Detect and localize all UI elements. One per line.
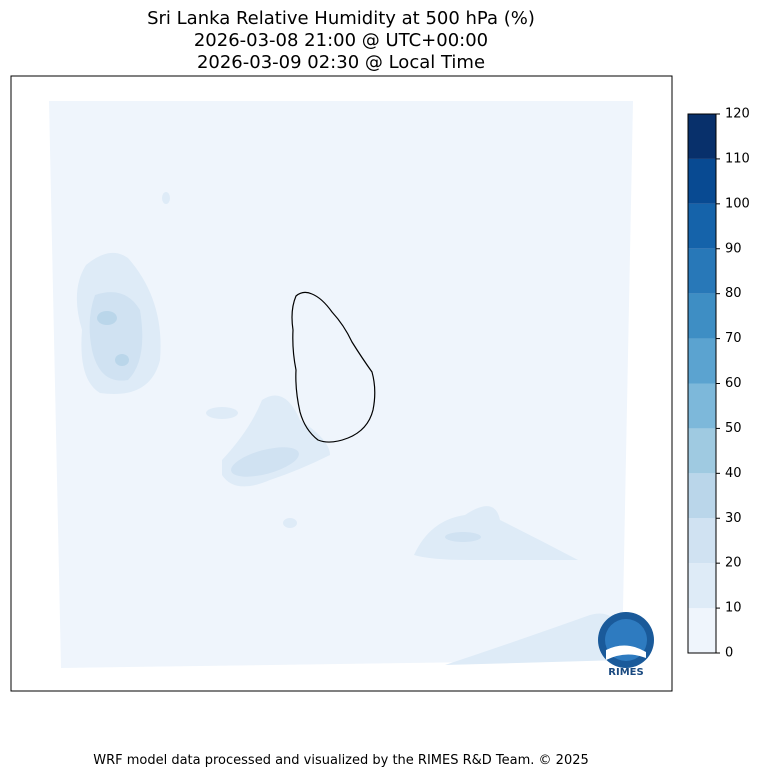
colorbar-tick-label: 20 (725, 556, 742, 571)
logo-text: RIMES (608, 667, 643, 678)
colorbar-tick-label: 10 (725, 601, 742, 616)
colorbar-band (688, 158, 716, 204)
sri-lanka-coastline (291, 291, 376, 443)
colorbar-tick-label: 80 (725, 286, 742, 301)
colorbar-band (688, 338, 716, 384)
colorbar-tick-label: 40 (725, 466, 742, 481)
colorbar: 0 10 20 30 40 50 60 70 80 90 100 110 120 (687, 107, 750, 661)
colorbar-band (688, 428, 716, 474)
colorbar-band (688, 518, 716, 564)
colorbar-tick-label: 50 (725, 421, 742, 436)
colorbar-band (688, 248, 716, 294)
colorbar-band (688, 114, 716, 159)
title-line: 2026-03-09 02:30 @ Local Time (197, 52, 485, 73)
colorbar-tick-label: 60 (725, 376, 742, 391)
colorbar-band (688, 608, 716, 653)
humidity-contours (76, 192, 623, 665)
title-line: 2026-03-08 21:00 @ UTC+00:00 (194, 30, 488, 51)
colorbar-band (688, 293, 716, 339)
colorbar-tick-label: 120 (725, 107, 750, 122)
colorbar-tick-label: 110 (725, 151, 750, 166)
logo-wave (606, 645, 646, 660)
logo: RIMES (598, 612, 654, 678)
colorbar-tick-label: 70 (725, 331, 742, 346)
colorbar-tick-label: 90 (725, 241, 742, 256)
colorbar-band (688, 203, 716, 249)
colorbar-band (688, 473, 716, 519)
colorbar-band (688, 383, 716, 429)
footer-credit: WRF model data processed and visualized … (93, 753, 589, 768)
colorbar-tick-label: 100 (725, 196, 750, 211)
colorbar-band (688, 563, 716, 609)
colorbar-tick-label: 0 (725, 646, 733, 661)
colorbar-tick-label: 30 (725, 511, 742, 526)
title-line: Sri Lanka Relative Humidity at 500 hPa (… (147, 8, 535, 29)
